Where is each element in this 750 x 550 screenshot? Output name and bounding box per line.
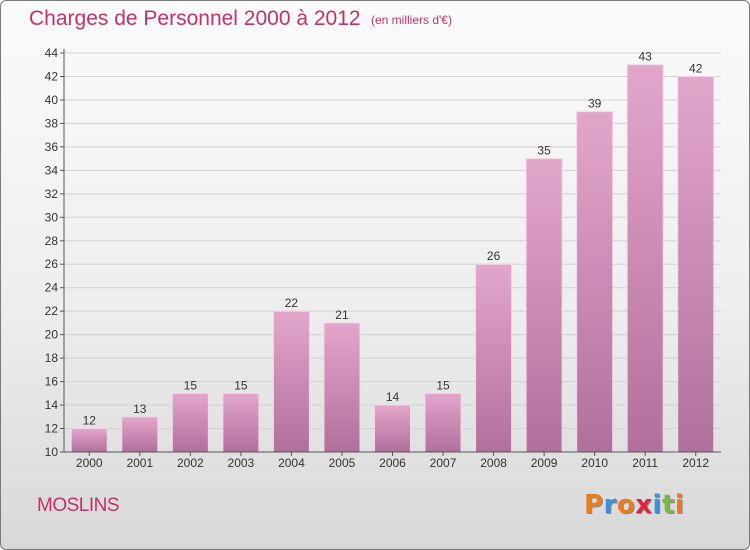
y-tick-label: 20 (45, 328, 59, 342)
data-label: 26 (487, 249, 501, 263)
y-tick-label: 26 (45, 257, 59, 271)
y-tick-label: 40 (45, 93, 59, 107)
data-label: 22 (285, 296, 299, 310)
logo-letter: r (603, 490, 617, 520)
y-tick-label: 34 (45, 163, 59, 177)
x-tick-label: 2010 (581, 456, 608, 470)
logo-letter: x (635, 490, 653, 520)
y-tick-label: 28 (45, 234, 59, 248)
y-tick-label: 42 (45, 69, 59, 83)
chart-title: Charges de Personnel 2000 à 2012 (29, 7, 361, 30)
logo-letter: i (674, 490, 685, 520)
x-tick-label: 2002 (177, 456, 204, 470)
proxiti-logo: Proxiti (584, 490, 684, 520)
y-tick-label: 32 (45, 187, 59, 201)
x-tick-label: 2011 (632, 456, 658, 470)
logo-letter: o (616, 490, 636, 520)
bar-2011 (626, 64, 664, 453)
data-label: 39 (588, 97, 602, 111)
logo-letter: t (661, 490, 675, 520)
x-tick-label: 2012 (682, 456, 709, 470)
data-label: 35 (537, 144, 551, 158)
x-tick-label: 2003 (228, 456, 255, 470)
bar-2005 (323, 322, 361, 453)
bar-2001 (121, 416, 159, 453)
y-tick-label: 22 (45, 304, 59, 318)
x-tick-label: 2001 (126, 456, 153, 470)
y-tick-label: 36 (45, 140, 59, 154)
x-tick-label: 2007 (430, 456, 457, 470)
y-tick-label: 30 (45, 210, 59, 224)
y-tick-label: 44 (45, 46, 59, 60)
logo-letter: i (652, 490, 662, 520)
x-tick-label: 2000 (76, 456, 103, 470)
y-tick-label: 18 (45, 351, 59, 365)
y-tick-label: 10 (45, 445, 59, 459)
bar-2006 (374, 404, 411, 453)
y-tick-label: 14 (45, 398, 59, 412)
data-label: 43 (639, 50, 653, 64)
x-tick-label: 2006 (379, 456, 406, 470)
bar-2003 (222, 392, 260, 453)
x-tick-label: 2005 (329, 456, 356, 470)
bar-2008 (475, 263, 513, 453)
y-tick-label: 38 (45, 116, 59, 130)
data-label: 15 (234, 378, 248, 392)
data-label: 42 (689, 61, 703, 75)
commune-name: MOSLINS (37, 495, 120, 516)
bar-2010 (576, 111, 614, 453)
chart-subtitle: (en milliers d'€) (371, 13, 452, 27)
bar-2007 (424, 392, 462, 453)
data-label: 15 (184, 378, 198, 392)
bar-2004 (272, 310, 310, 453)
y-tick-label: 16 (45, 375, 59, 389)
data-label: 12 (83, 414, 97, 428)
data-label: 15 (436, 378, 450, 392)
y-tick-label: 12 (45, 422, 59, 436)
x-tick-label: 2009 (531, 456, 558, 470)
logo-letter: P (584, 490, 604, 520)
data-label: 14 (386, 390, 400, 404)
x-tick-label: 2008 (480, 456, 507, 470)
bar-2012 (677, 75, 715, 453)
data-label: 13 (133, 402, 147, 416)
x-tick-label: 2004 (278, 456, 305, 470)
bar-2009 (525, 158, 563, 453)
bar-2000 (70, 428, 108, 453)
y-tick-label: 24 (45, 281, 59, 295)
bar-2002 (171, 392, 209, 453)
data-label: 21 (335, 308, 349, 322)
